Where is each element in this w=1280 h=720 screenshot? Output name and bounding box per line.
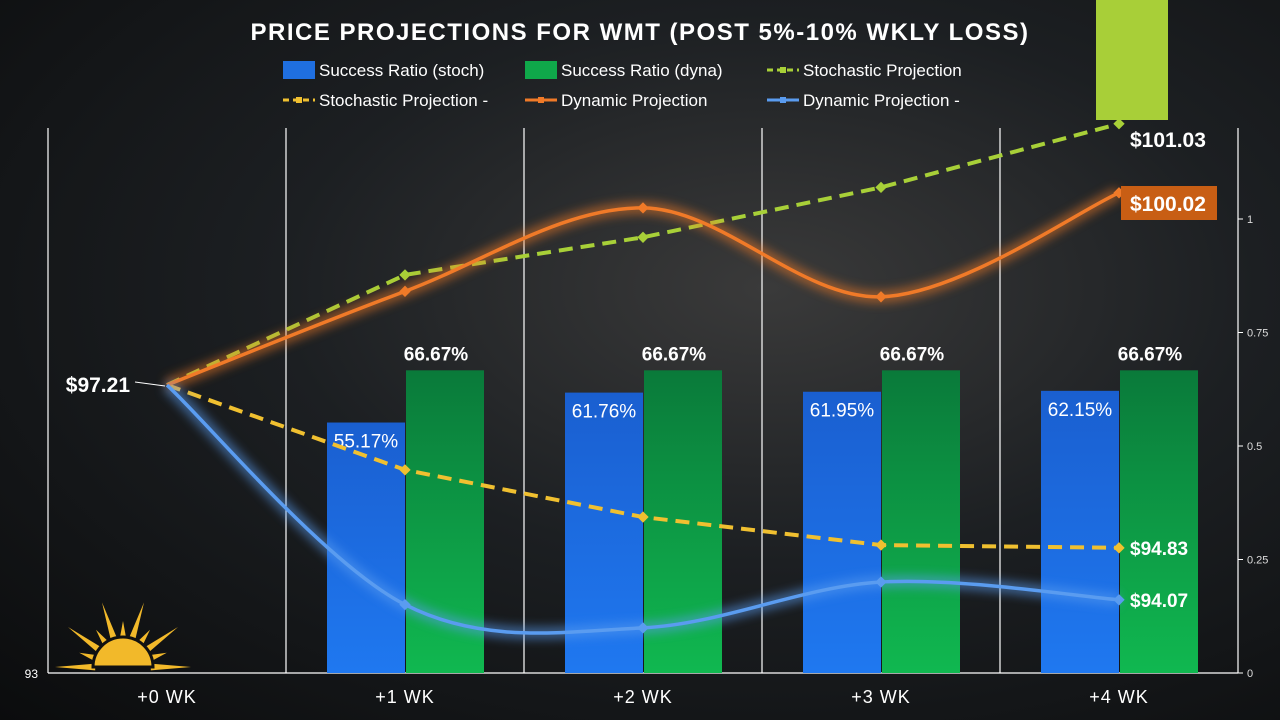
bar-label: 66.67% [642, 344, 707, 365]
bar-dyna [1120, 370, 1198, 673]
legend-item: Success Ratio (dyna) [561, 61, 723, 80]
line-marker [875, 291, 887, 303]
x-tick-label: +4 WK [1089, 687, 1149, 707]
start-value-label: $97.21 [66, 374, 131, 397]
line-dynamic-projection-minus [165, 383, 1120, 635]
legend-marker [296, 97, 302, 103]
end-label-box [1121, 186, 1217, 220]
legend-swatch [525, 61, 557, 79]
legend-marker [780, 97, 786, 103]
legend-item: Dynamic Projection - [803, 91, 960, 110]
end-value-label: $94.83 [1130, 539, 1188, 560]
legend-marker [780, 67, 786, 73]
bar-stoch [1041, 390, 1119, 673]
sun-logo-icon [55, 602, 191, 671]
line-marker [637, 231, 649, 243]
x-tick-label: +1 WK [375, 687, 435, 707]
line-marker [1113, 594, 1125, 606]
right-tick-label: 0.25 [1247, 555, 1268, 567]
legend-item: Success Ratio (stoch) [319, 61, 484, 80]
line-marker [875, 181, 887, 194]
legend-marker [538, 97, 544, 103]
bar-label: 61.95% [810, 401, 875, 422]
end-value-label: $100.02 [1130, 193, 1206, 216]
legend-item: Stochastic Projection [803, 61, 962, 80]
x-tick-label: +2 WK [613, 687, 673, 707]
line-marker [399, 285, 411, 297]
line-marker [399, 598, 411, 611]
right-tick-label: 0 [1247, 668, 1253, 680]
line-marker [637, 511, 649, 523]
right-tick-label: 1 [1247, 214, 1253, 226]
left-tick-label: 93 [25, 667, 39, 681]
line-marker [1113, 542, 1125, 554]
decor-lime-block [1096, 0, 1168, 120]
bar-stoch [803, 391, 881, 673]
legend-swatch [283, 61, 315, 79]
start-leader [134, 381, 166, 387]
right-tick-label: 0.75 [1247, 328, 1268, 340]
bar-dyna [882, 370, 960, 673]
line-marker [1113, 118, 1125, 130]
line-marker [875, 576, 887, 588]
bar-stoch [327, 422, 405, 673]
bar-label: 55.17% [334, 432, 399, 453]
legend: Success Ratio (stoch) Success Ratio (dyna… [283, 61, 962, 110]
end-value-label: $94.07 [1130, 591, 1188, 612]
x-tick-label: +0 WK [137, 687, 197, 707]
legend-item: Stochastic Projection - [319, 91, 488, 110]
x-tick-label: +3 WK [851, 687, 911, 707]
line-marker [399, 464, 411, 476]
line-marker [637, 202, 649, 214]
bar-label: 66.67% [1118, 344, 1183, 365]
line-marker [875, 539, 887, 551]
bar-label: 62.15% [1048, 400, 1113, 421]
line-marker [399, 269, 411, 281]
chart-title: PRICE PROJECTIONS FOR WMT (POST 5%-10% W… [251, 19, 1030, 46]
right-tick-label: 0.5 [1247, 441, 1262, 453]
legend-item: Dynamic Projection [561, 91, 707, 110]
bar-label: 61.76% [572, 402, 637, 423]
end-value-label: $101.03 [1130, 129, 1206, 152]
bar-label: 66.67% [404, 344, 469, 365]
bar-label: 66.67% [880, 344, 945, 365]
line-marker [637, 622, 649, 634]
